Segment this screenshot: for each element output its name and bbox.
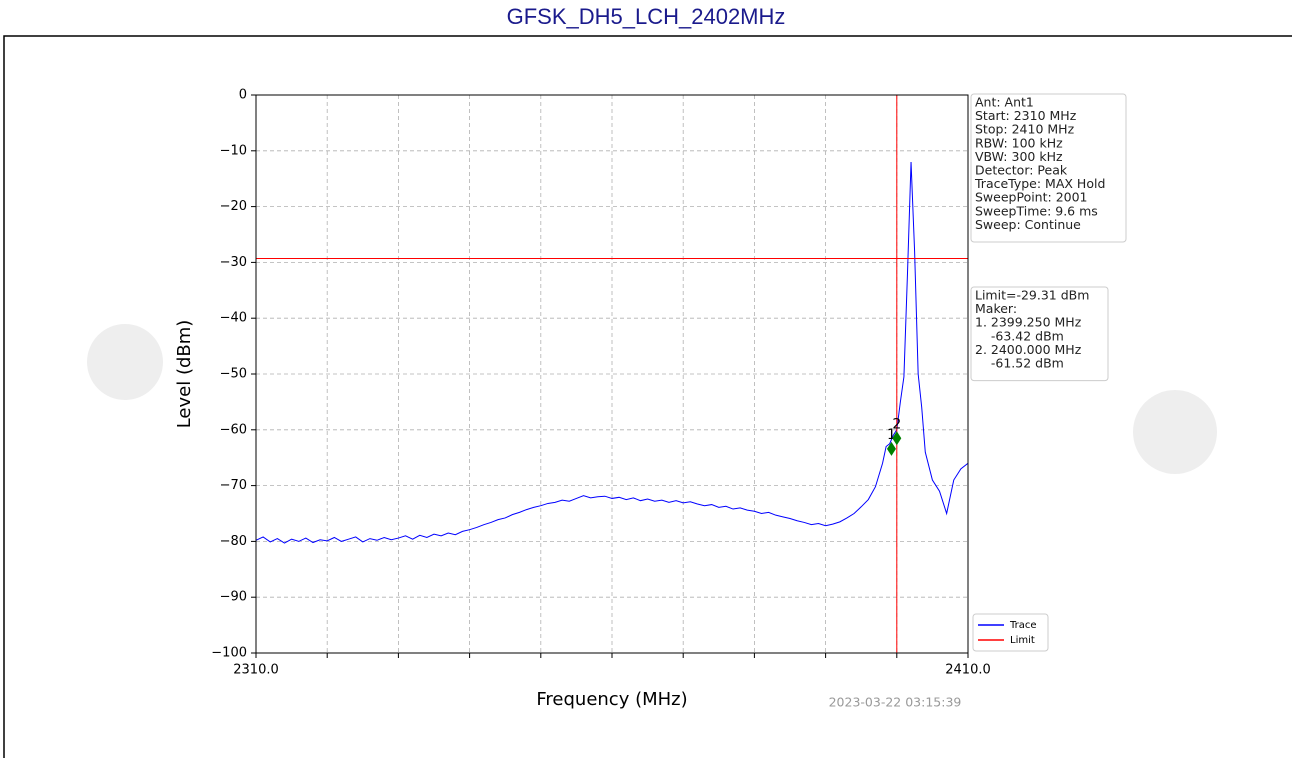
marker-label: 1 (887, 427, 896, 443)
info-text: RBW: 100 kHz (975, 135, 1063, 150)
y-tick-label: −50 (220, 367, 247, 382)
y-tick-label: −90 (220, 590, 247, 605)
info-text: Start: 2310 MHz (975, 108, 1077, 123)
info-box (970, 93, 1127, 243)
y-tick-label: −40 (220, 311, 247, 326)
y-tick-label: 0 (239, 88, 247, 103)
info-text: Limit=-29.31 dBm (975, 288, 1089, 303)
info-text: 1. 2399.250 MHz (975, 315, 1082, 330)
y-tick-label: −10 (220, 143, 247, 158)
y-tick-label: −30 (220, 255, 247, 270)
marker (892, 431, 902, 446)
y-tick-label: −80 (220, 534, 247, 549)
info-text: Detector: Peak (975, 163, 1068, 178)
frame (3, 35, 1292, 758)
marker (886, 441, 896, 456)
info-text: SweepPoint: 2001 (975, 190, 1088, 205)
trace-line (256, 161, 968, 544)
watermark (87, 324, 1217, 474)
info-text: Stop: 2410 MHz (975, 122, 1075, 137)
page-title: GFSK_DH5_LCH_2402MHz (507, 4, 786, 29)
info-text: SweepTime: 9.6 ms (975, 203, 1098, 218)
y-axis-label: Level (dBm) (174, 320, 195, 429)
info-text: -63.42 dBm (975, 328, 1064, 343)
info-box (970, 286, 1109, 382)
y-tick-label: −100 (211, 646, 247, 661)
info-text: Ant: Ant1 (975, 95, 1034, 110)
y-tick-label: −60 (220, 422, 247, 437)
y-tick-label: −70 (220, 478, 247, 493)
x-axis-label: Frequency (MHz) (536, 689, 687, 710)
legend-box (972, 613, 1049, 652)
info-text: 2. 2400.000 MHz (975, 342, 1082, 357)
marker-label: 2 (892, 416, 901, 432)
plot-frame (255, 94, 969, 654)
info-text: Sweep: Continue (975, 217, 1081, 232)
legend-label: Trace (1009, 620, 1037, 631)
timestamp: 2023-03-22 03:15:39 (829, 695, 962, 710)
info-text: TraceType: MAX Hold (974, 176, 1105, 191)
x-tick-label: 2410.0 (945, 663, 991, 678)
y-tick-label: −20 (220, 199, 247, 214)
info-text: VBW: 300 kHz (975, 149, 1063, 164)
legend: Trace Limit (972, 613, 1049, 652)
info-text: Maker: (975, 301, 1017, 316)
x-tick-label: 2310.0 (233, 663, 279, 678)
info-text: -61.52 dBm (975, 356, 1064, 371)
legend-label: Limit (1010, 635, 1035, 646)
